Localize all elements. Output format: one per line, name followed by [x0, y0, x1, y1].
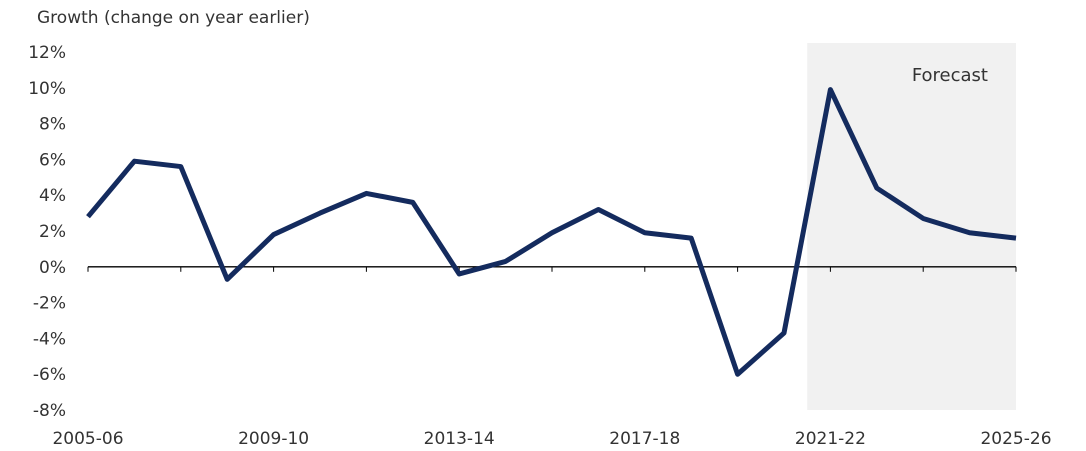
y-axis-title: Growth (change on year earlier)	[37, 8, 310, 28]
x-tick-label: 2021-22	[795, 429, 866, 449]
growth-series-line	[86, 87, 1017, 377]
x-axis-tick-labels: 2005-06 2009-10 2013-14 2017-18 2021-22 2025-…	[52, 429, 1051, 449]
y-axis-tick-labels: 12% 10% 8% 6% 4% 2% 0% -2% -4% -6% -8%	[28, 43, 66, 421]
x-tick-label: 2009-10	[238, 429, 309, 449]
x-axis-ticks	[87, 266, 1017, 272]
y-tick-label: 4%	[39, 186, 66, 206]
y-tick-label: -4%	[33, 329, 66, 349]
y-tick-label: 6%	[39, 150, 66, 170]
y-tick-label: -6%	[33, 365, 66, 385]
y-tick-label: 0%	[39, 258, 66, 278]
y-tick-label: -2%	[33, 294, 66, 314]
y-tick-label: -8%	[33, 401, 66, 421]
forecast-label: Forecast	[912, 65, 988, 86]
x-tick-label: 2013-14	[424, 429, 495, 449]
forecast-region	[807, 43, 1016, 410]
y-tick-label: 8%	[39, 115, 66, 135]
y-tick-label: 2%	[39, 222, 66, 242]
y-tick-label: 10%	[28, 79, 66, 99]
y-tick-label: 12%	[28, 43, 66, 63]
x-tick-label: 2017-18	[609, 429, 680, 449]
x-tick-label: 2025-26	[980, 429, 1051, 449]
x-tick-label: 2005-06	[52, 429, 123, 449]
